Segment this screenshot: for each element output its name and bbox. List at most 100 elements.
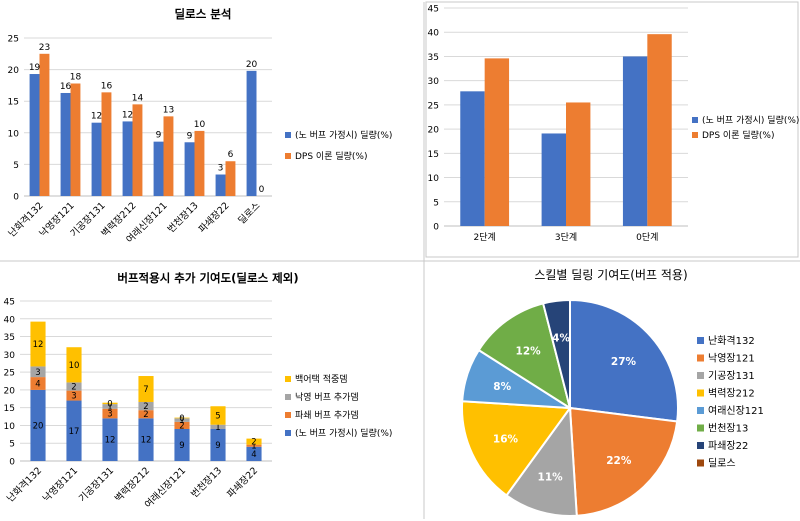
data-label: 1: [215, 423, 220, 433]
panel-frame-top-right: [425, 1, 799, 258]
bar: [122, 121, 133, 196]
legend-label: (노 버프 가정시) 딜량(%): [702, 114, 799, 126]
bar: [153, 141, 164, 196]
pie-slice: [541, 298, 571, 409]
data-label: 9: [156, 131, 162, 141]
bar-segment: [66, 390, 82, 401]
bar-segment: [246, 444, 262, 447]
y-tick-label: 25: [4, 369, 15, 379]
x-tick-label: 2단계: [474, 231, 496, 243]
data-label: 4: [35, 379, 40, 389]
y-tick-label: 5: [13, 161, 19, 171]
slice-label: 22%: [606, 455, 632, 467]
pie-slice: [461, 400, 572, 497]
bar-segment: [210, 429, 226, 461]
x-tick-label: 번천장13: [166, 200, 201, 235]
bar-segment: [66, 347, 82, 383]
legend-label: (노 버프 가정시) 딜량(%): [295, 427, 392, 439]
y-tick-label: 15: [8, 98, 19, 108]
data-label: 7: [143, 385, 148, 395]
legend-label: DPS 이론 딜량(%): [295, 150, 368, 162]
bar-segment: [138, 376, 154, 402]
data-label: 2: [143, 410, 148, 420]
data-label: 10: [194, 120, 206, 130]
legend-swatch: [285, 394, 291, 400]
x-tick-label: 기공장131: [77, 465, 116, 504]
data-label: 3: [71, 392, 76, 402]
bar: [132, 104, 143, 196]
data-label: 17: [69, 427, 80, 437]
bar: [215, 174, 226, 196]
bar-segment: [138, 418, 154, 461]
y-tick-label: 35: [4, 333, 15, 343]
data-label: 20: [246, 60, 258, 70]
bar-segment: [174, 418, 190, 422]
bar-segment: [138, 401, 154, 411]
chart-buff-contribution: 051015202530354045204312난화격132173210낙영장1…: [4, 271, 393, 511]
data-label: 4: [251, 450, 256, 460]
legend-label: 여래신장121: [708, 405, 764, 417]
data-label: 2: [179, 421, 184, 431]
y-tick-label: 0: [13, 193, 19, 203]
bar-segment: [174, 421, 190, 429]
chart-title: 버프적용시 추가 기여도(딜로스 제외): [117, 271, 298, 285]
y-tick-label: 10: [8, 129, 20, 139]
chart-dealloss-analysis: 05101520251923난화격1321618낙영장1211216기공장131…: [6, 7, 393, 246]
legend-swatch: [697, 389, 704, 397]
y-tick-label: 35: [428, 53, 439, 63]
legend-swatch: [697, 459, 704, 467]
data-label: 23: [39, 43, 50, 53]
bar: [39, 53, 50, 196]
slice-label: 4%: [552, 332, 570, 344]
data-label: 6: [228, 150, 234, 160]
y-tick-label: 30: [428, 77, 440, 87]
bar: [541, 133, 566, 226]
legend-label: 기공장131: [708, 370, 755, 382]
bar-segment: [30, 377, 46, 390]
data-label: 2: [251, 438, 256, 448]
legend-label: 낙영장121: [708, 353, 755, 365]
x-tick-label: 파쇄장22: [225, 465, 260, 500]
bar: [460, 91, 485, 226]
slice-label: 11%: [538, 471, 564, 483]
chart-skill-pie: 스킬별 딜링 기여도(버프 적용) 27% 22% 11% 16% 8% 12% 4% 난화격1…: [461, 268, 764, 517]
bar-segment: [246, 438, 262, 445]
data-label: 12: [122, 110, 133, 120]
y-tick-label: 15: [428, 150, 439, 160]
data-label: 20: [33, 421, 44, 431]
data-label: 10: [69, 361, 80, 371]
bar-segment: [210, 406, 226, 425]
legend-swatch: [285, 132, 291, 138]
data-label: 9: [179, 441, 184, 451]
bar: [622, 56, 648, 226]
legend-swatch: [692, 117, 698, 123]
chart-stage-comparison: 0 5 10 15 20 25 30 35 40 45 2단계 3단계 0단계 (노 버프 가정시) 딜량…: [428, 5, 800, 244]
legend-label: (노 버프 가정시) 딜량(%): [295, 129, 392, 141]
legend-swatch: [285, 412, 291, 418]
legend-swatch: [697, 372, 704, 379]
data-label: 0: [259, 185, 265, 195]
data-label: 5: [215, 411, 220, 421]
y-tick-label: 5: [433, 198, 439, 208]
slice-label: 8%: [493, 381, 511, 393]
y-tick-label: 20: [8, 66, 20, 76]
bar-segment: [174, 417, 190, 419]
data-label: 12: [141, 436, 152, 446]
data-label: 16: [60, 82, 72, 92]
bar: [246, 70, 257, 196]
bar: [60, 92, 71, 196]
data-label: 14: [132, 93, 144, 103]
bar: [484, 58, 510, 227]
legend-label: 벽력장212: [708, 388, 755, 400]
bar-segment: [66, 400, 82, 461]
bar-segment: [102, 408, 118, 419]
pie-slice: [477, 302, 572, 411]
data-label: 0: [107, 399, 112, 409]
legend-label: DPS 이론 딜량(%): [702, 129, 775, 141]
y-tick-label: 20: [4, 386, 16, 396]
legend-swatch: [285, 376, 291, 382]
legend-swatch: [697, 354, 704, 362]
data-label: 9: [215, 441, 220, 451]
data-label: 12: [33, 340, 44, 350]
